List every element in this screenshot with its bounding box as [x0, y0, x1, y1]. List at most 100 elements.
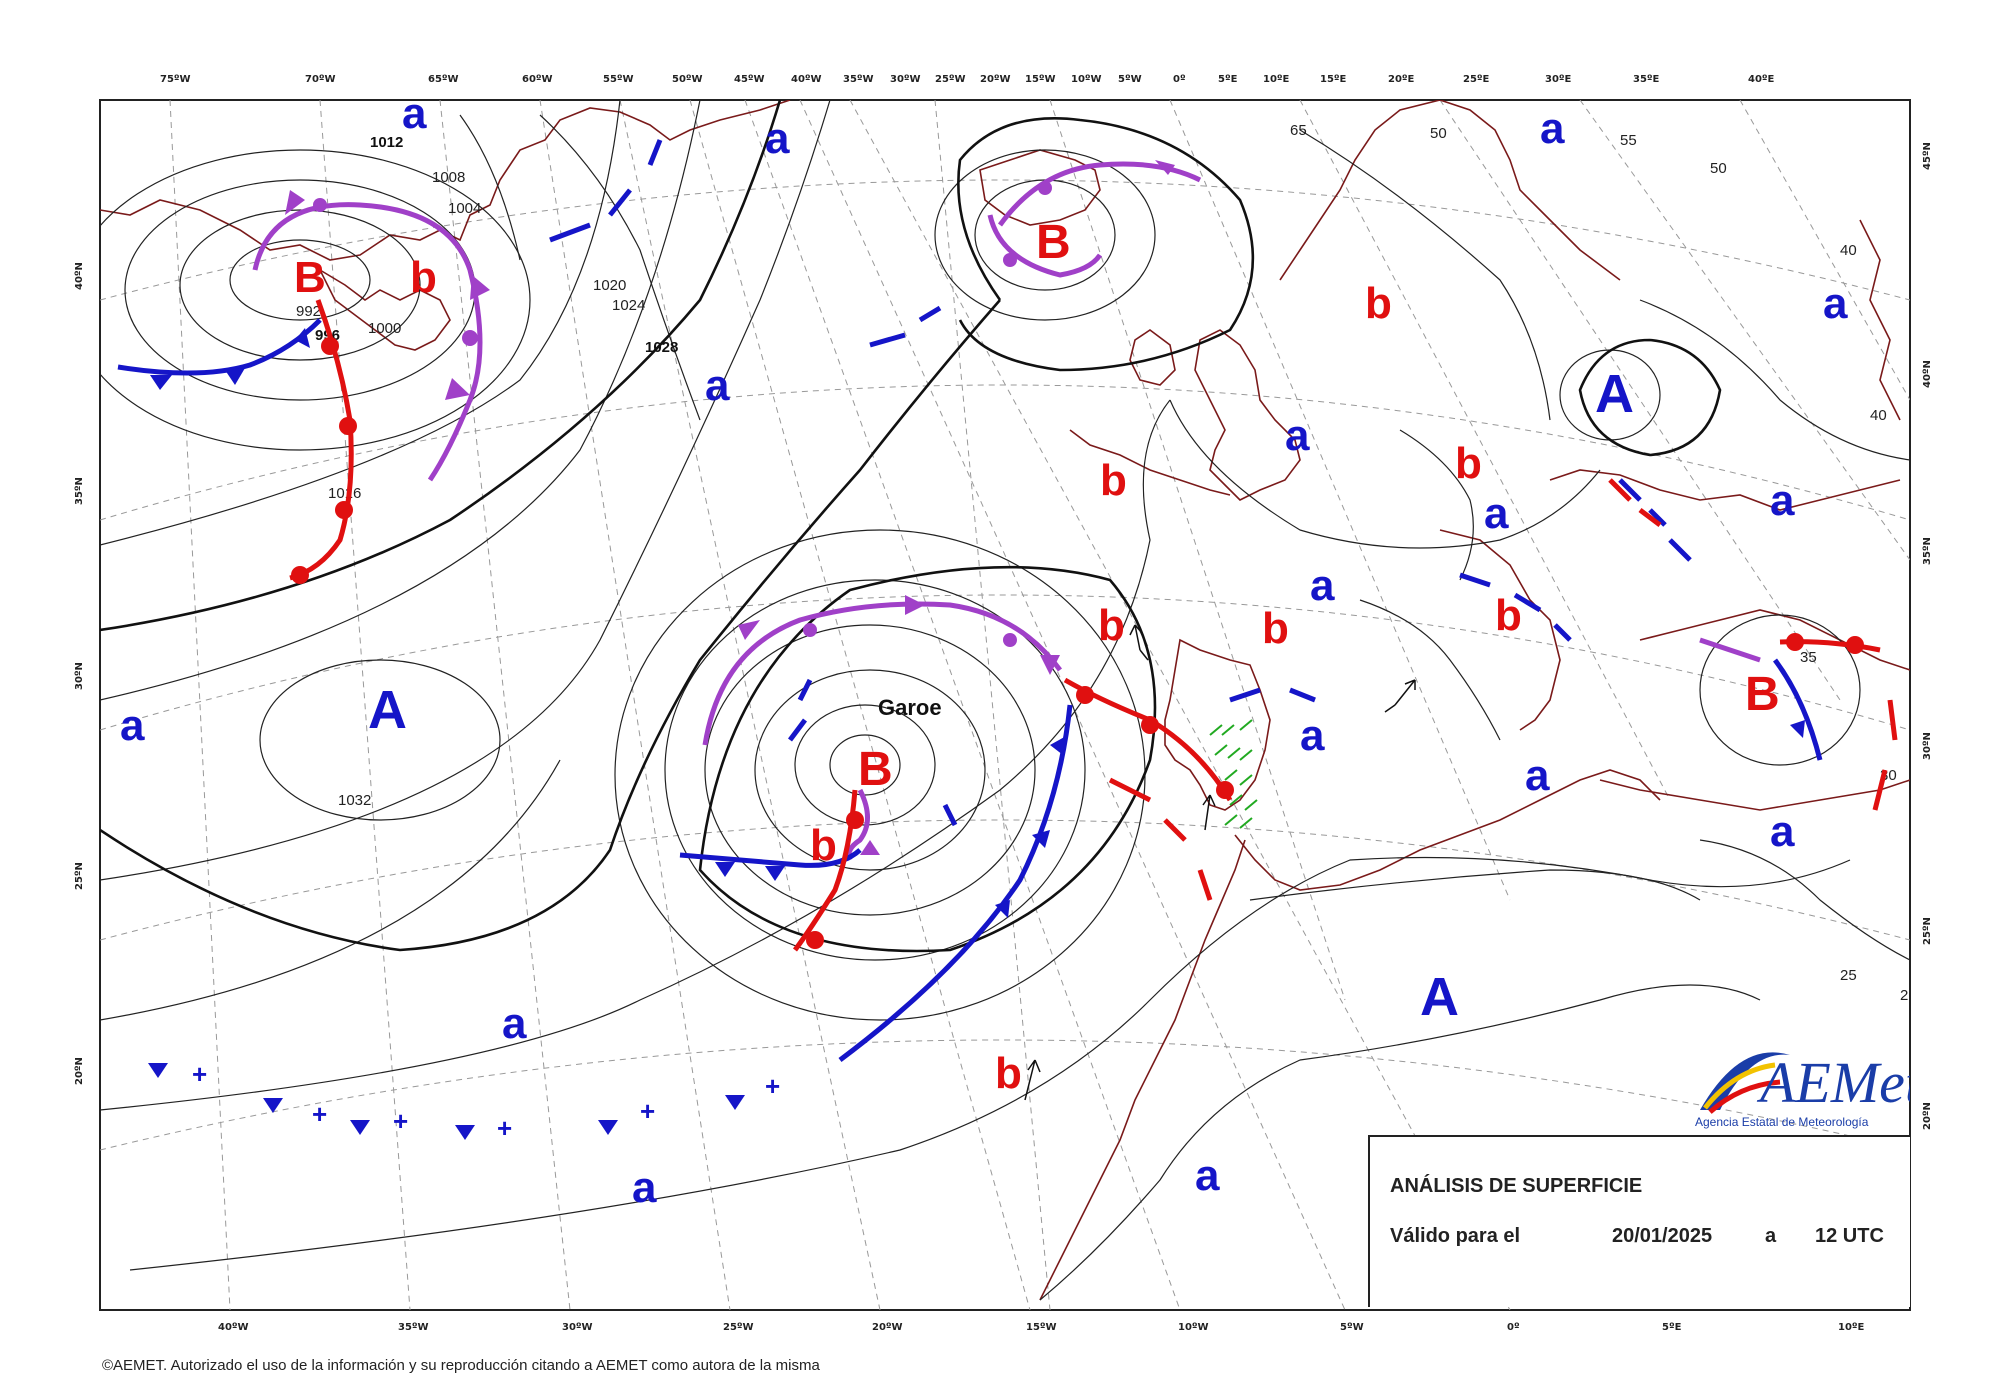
- isobars: [100, 100, 1910, 1301]
- lon-label: 20ºE: [1388, 74, 1415, 85]
- high-label: a: [765, 114, 790, 163]
- lon-label: 20ºW: [980, 74, 1011, 85]
- high-label: a: [1285, 411, 1310, 460]
- low-label: b: [1262, 604, 1289, 653]
- high-pressure-labels: a a a A a a a a a a A a a a A a a a a: [120, 89, 1848, 1212]
- isobar-label: 50: [1430, 125, 1447, 142]
- lon-label: 10ºW: [1071, 74, 1102, 85]
- isobar-label: 1028: [645, 339, 678, 356]
- lon-label: 10ºE: [1838, 1322, 1865, 1333]
- lon-label: 75ºW: [160, 74, 191, 85]
- isobar-label: 1012: [370, 134, 403, 151]
- lon-label: 50ºW: [672, 74, 703, 85]
- lon-label: 70ºW: [305, 74, 336, 85]
- left-latitude-labels: 40ºN 35ºN 30ºN 25ºN 20ºN: [74, 262, 85, 1085]
- lat-label: 40ºN: [1922, 360, 1933, 388]
- low-label: b: [1455, 439, 1482, 488]
- lon-label: 15ºW: [1025, 74, 1056, 85]
- high-label: a: [120, 701, 145, 750]
- warm-fronts: [289, 299, 1898, 952]
- low-label: b: [810, 821, 837, 870]
- lon-label: 55ºW: [603, 74, 634, 85]
- lon-label: 0º: [1507, 1322, 1520, 1333]
- lat-label: 20ºN: [74, 1057, 85, 1085]
- high-label: a: [1540, 104, 1565, 153]
- isobar-labels: 1012 1008 1004 1000 996 992 1016 1020 10…: [296, 122, 1917, 1004]
- top-longitude-labels: 75ºW 70ºW 65ºW 60ºW 55ºW 50ºW 45ºW 40ºW …: [160, 74, 1775, 85]
- high-label: a: [1823, 279, 1848, 328]
- low-name-label: Garoe: [878, 695, 942, 720]
- low-label: B: [858, 743, 893, 796]
- aemet-logo-graphic: AEMet: [1700, 1050, 1923, 1115]
- lat-label: 20ºN: [1922, 1102, 1933, 1130]
- lon-label: 65ºW: [428, 74, 459, 85]
- lon-label: 5ºW: [1118, 74, 1142, 85]
- lon-label: 5ºE: [1662, 1322, 1682, 1333]
- high-label: a: [402, 89, 427, 138]
- lat-label: 30ºN: [74, 662, 85, 690]
- lat-label: 45ºN: [1922, 142, 1933, 170]
- isobar-label: 1000: [368, 320, 401, 337]
- lon-label: 30ºE: [1545, 74, 1572, 85]
- legend-valid-label: Válido para el: [1390, 1225, 1521, 1247]
- lat-label: 25ºN: [1922, 917, 1933, 945]
- isobar-label: 40: [1840, 242, 1857, 259]
- legend-title: ANÁLISIS DE SUPERFICIE: [1390, 1175, 1643, 1197]
- lat-label: 40ºN: [74, 262, 85, 290]
- low-label: b: [410, 253, 437, 302]
- isobar-label: 35: [1800, 649, 1817, 666]
- isobar-label: 65: [1290, 122, 1307, 139]
- lon-label: 35ºW: [398, 1322, 429, 1333]
- isobar-label: 25: [1900, 987, 1917, 1004]
- isobar-label: 1016: [328, 485, 361, 502]
- isobar-label: 25: [1840, 967, 1857, 984]
- lon-label: 60ºW: [522, 74, 553, 85]
- bottom-longitude-labels: 40ºW 35ºW 30ºW 25ºW 20ºW 15ºW 10ºW 5ºW 0…: [218, 1322, 1865, 1333]
- isobar-label: 55: [1620, 132, 1637, 149]
- svg-text:+: +: [393, 1106, 408, 1136]
- isobar-label: 1024: [612, 297, 645, 314]
- svg-text:+: +: [640, 1096, 655, 1126]
- low-label: B: [1745, 668, 1780, 721]
- svg-text:+: +: [192, 1059, 207, 1089]
- low-label: B: [1036, 216, 1071, 269]
- high-label: a: [1310, 561, 1335, 610]
- isobar-label: 50: [1710, 160, 1727, 177]
- isobar-label: 40: [1870, 407, 1887, 424]
- lon-label: 30ºW: [562, 1322, 593, 1333]
- high-label: a: [632, 1163, 657, 1212]
- logo-subtitle: Agencia Estatal de Meteorología: [1695, 1115, 1869, 1129]
- high-label: a: [1195, 1151, 1220, 1200]
- occluded-fronts: [252, 160, 1761, 862]
- legend-time: 12 UTC: [1815, 1225, 1884, 1247]
- lon-label: 40ºW: [791, 74, 822, 85]
- lon-label: 10ºE: [1263, 74, 1290, 85]
- svg-text:+: +: [312, 1099, 327, 1129]
- isobar-label: 1032: [338, 792, 371, 809]
- high-label: a: [1525, 751, 1550, 800]
- high-label: A: [368, 680, 407, 740]
- legend-box: [1368, 1135, 1910, 1307]
- high-label: A: [1420, 967, 1459, 1027]
- lon-label: 45ºW: [734, 74, 765, 85]
- svg-text:+: +: [497, 1113, 512, 1143]
- legend-separator: a: [1765, 1225, 1777, 1247]
- low-label: b: [1100, 456, 1127, 505]
- lon-label: 35ºW: [843, 74, 874, 85]
- high-label: a: [705, 361, 730, 410]
- aemet-logo: AEMet: [1680, 1030, 1923, 1135]
- low-label: b: [1098, 601, 1125, 650]
- high-label: A: [1595, 364, 1634, 424]
- high-label: a: [502, 999, 527, 1048]
- lon-label: 25ºE: [1463, 74, 1490, 85]
- low-label: b: [995, 1049, 1022, 1098]
- lat-label: 35ºN: [74, 477, 85, 505]
- graticule: [100, 100, 1910, 1310]
- isobar-label: 1020: [593, 277, 626, 294]
- lon-label: 15ºE: [1320, 74, 1347, 85]
- low-label: b: [1495, 591, 1522, 640]
- lat-label: 35ºN: [1922, 537, 1933, 565]
- legend-date: 20/01/2025: [1612, 1225, 1713, 1247]
- right-latitude-labels: 45ºN 40ºN 35ºN 30ºN 25ºN 20ºN: [1922, 142, 1933, 1130]
- high-label: a: [1484, 489, 1509, 538]
